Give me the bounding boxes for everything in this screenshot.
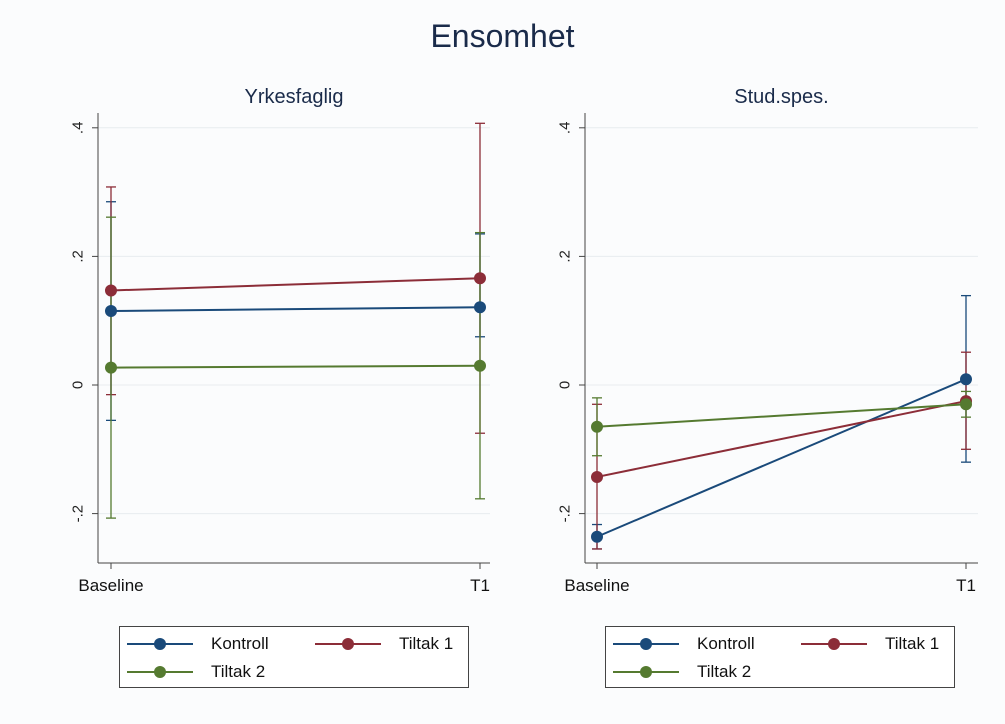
legend-tiltak-2-label: Tiltak 2 xyxy=(211,662,266,681)
legend-item-kontroll: Kontroll xyxy=(613,633,755,655)
legend-tiltak-2-marker xyxy=(640,666,652,678)
legend-item-kontroll: Kontroll xyxy=(127,633,269,655)
legend-tiltak-2-line xyxy=(127,666,193,678)
series-line-kontroll xyxy=(110,306,481,313)
figure-title: Ensomhet xyxy=(430,18,575,54)
legend-kontroll-line xyxy=(127,638,193,650)
x-tick-label: T1 xyxy=(470,576,490,595)
y-tick-label: -.2 xyxy=(70,505,87,523)
legend-left: Kontroll Tiltak 1 Tiltak 2 xyxy=(119,626,469,688)
y-tick-label: .2 xyxy=(557,250,574,263)
x-tick-label: T1 xyxy=(956,576,976,595)
legend-right: Kontroll Tiltak 1 Tiltak 2 xyxy=(605,626,955,688)
data-point-tiltak-2 xyxy=(591,420,603,433)
legend-item-tiltak-2: Tiltak 2 xyxy=(613,661,751,683)
data-point-tiltak-1 xyxy=(591,470,603,483)
series-line-tiltak-2 xyxy=(596,403,967,428)
series-line-kontroll xyxy=(596,378,967,538)
y-tick-label: .4 xyxy=(70,122,87,135)
data-point-tiltak-2 xyxy=(474,359,486,372)
legend-tiltak-1-marker xyxy=(828,638,840,650)
legend-tiltak-1-line xyxy=(315,638,381,650)
y-tick-label: .2 xyxy=(70,250,87,263)
y-tick-label: 0 xyxy=(70,381,87,389)
legend-kontroll-marker xyxy=(640,638,652,650)
series-line-tiltak-1 xyxy=(596,400,967,478)
data-point-tiltak-2 xyxy=(960,398,972,411)
panel-title: Stud.spes. xyxy=(734,86,829,108)
legend-item-tiltak-1: Tiltak 1 xyxy=(315,633,453,655)
data-point-kontroll xyxy=(960,373,972,386)
x-tick-label: Baseline xyxy=(564,576,629,595)
data-point-kontroll xyxy=(474,301,486,314)
legend-item-tiltak-1: Tiltak 1 xyxy=(801,633,939,655)
x-tick-label: Baseline xyxy=(78,576,143,595)
y-tick-label: 0 xyxy=(557,381,574,389)
legend-kontroll-label: Kontroll xyxy=(211,634,269,653)
data-point-kontroll xyxy=(105,305,117,318)
data-point-tiltak-1 xyxy=(105,284,117,297)
legend-item-tiltak-2: Tiltak 2 xyxy=(127,661,265,683)
legend-tiltak-1-marker xyxy=(342,638,354,650)
legend-kontroll-marker xyxy=(154,638,166,650)
series-line-tiltak-1 xyxy=(110,277,481,292)
data-point-tiltak-2 xyxy=(105,361,117,374)
panel-stud-spes: Stud.spes. .4 .2 0 -.2 Baseline T1 xyxy=(557,86,978,595)
legend-tiltak-2-label: Tiltak 2 xyxy=(697,662,752,681)
data-point-kontroll xyxy=(591,530,603,543)
legend-kontroll-label: Kontroll xyxy=(697,634,755,653)
legend-kontroll-line xyxy=(613,638,679,650)
y-tick-label: .4 xyxy=(557,122,574,135)
series-line-tiltak-2 xyxy=(110,364,481,369)
legend-tiltak-1-line xyxy=(801,638,867,650)
legend-tiltak-1-label: Tiltak 1 xyxy=(885,634,940,653)
legend-tiltak-1-label: Tiltak 1 xyxy=(399,634,454,653)
legend-tiltak-2-marker xyxy=(154,666,166,678)
panel-yrkesfaglig: Yrkesfaglig .4 .2 0 -.2 Baseline T1 xyxy=(70,86,490,595)
panel-title: Yrkesfaglig xyxy=(245,86,344,108)
y-tick-label: -.2 xyxy=(557,505,574,523)
data-point-tiltak-1 xyxy=(474,272,486,285)
legend-tiltak-2-line xyxy=(613,666,679,678)
